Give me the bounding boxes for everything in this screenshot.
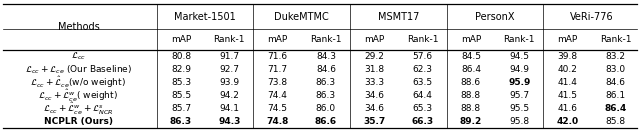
Text: 85.7: 85.7 (171, 104, 191, 113)
Text: $\mathcal{L}_{cc} + \hat{\mathcal{L}}_{ce}^{w} + \mathcal{L}_{NCR}^{s}$: $\mathcal{L}_{cc} + \hat{\mathcal{L}}_{c… (43, 101, 114, 117)
Text: 73.8: 73.8 (268, 78, 287, 87)
Text: mAP: mAP (364, 35, 385, 44)
Text: 86.4: 86.4 (461, 65, 481, 74)
Text: 83.2: 83.2 (606, 52, 626, 61)
Text: 94.3: 94.3 (218, 117, 241, 126)
Text: mAP: mAP (268, 35, 288, 44)
Text: 66.3: 66.3 (412, 117, 434, 126)
Text: 41.5: 41.5 (557, 91, 577, 100)
Text: 82.9: 82.9 (171, 65, 191, 74)
Text: 41.6: 41.6 (557, 104, 577, 113)
Text: 74.8: 74.8 (266, 117, 289, 126)
Text: 94.9: 94.9 (509, 65, 529, 74)
Text: mAP: mAP (557, 35, 578, 44)
Text: 64.4: 64.4 (413, 91, 433, 100)
Text: 85.3: 85.3 (171, 78, 191, 87)
Text: 85.8: 85.8 (606, 117, 626, 126)
Text: 93.9: 93.9 (220, 78, 239, 87)
Text: 84.3: 84.3 (316, 52, 336, 61)
Text: DukeMTMC: DukeMTMC (275, 12, 329, 22)
Text: 91.7: 91.7 (220, 52, 239, 61)
Text: 71.7: 71.7 (268, 65, 287, 74)
Text: 94.2: 94.2 (220, 91, 239, 100)
Text: 88.6: 88.6 (461, 78, 481, 87)
Text: 39.8: 39.8 (557, 52, 577, 61)
Text: 63.5: 63.5 (413, 78, 433, 87)
Text: 33.3: 33.3 (364, 78, 384, 87)
Text: 41.4: 41.4 (557, 78, 577, 87)
Text: Rank-1: Rank-1 (600, 35, 632, 44)
Text: 86.4: 86.4 (605, 104, 627, 113)
Text: 88.8: 88.8 (461, 91, 481, 100)
Text: 86.3: 86.3 (170, 117, 192, 126)
Text: 94.1: 94.1 (220, 104, 239, 113)
Text: 86.1: 86.1 (606, 91, 626, 100)
Text: 95.7: 95.7 (509, 91, 529, 100)
Text: NCPLR (Ours): NCPLR (Ours) (44, 117, 113, 126)
Text: 74.4: 74.4 (268, 91, 287, 100)
Text: 84.6: 84.6 (316, 65, 336, 74)
Text: $\mathcal{L}_{cc} + \hat{\mathcal{L}}_{ce}$(w/o weight): $\mathcal{L}_{cc} + \hat{\mathcal{L}}_{c… (31, 75, 126, 90)
Text: 57.6: 57.6 (413, 52, 433, 61)
Text: 88.8: 88.8 (461, 104, 481, 113)
Text: 95.8: 95.8 (509, 117, 529, 126)
Text: 74.5: 74.5 (268, 104, 287, 113)
Text: 65.3: 65.3 (413, 104, 433, 113)
Text: 31.8: 31.8 (364, 65, 384, 74)
Text: Rank-1: Rank-1 (504, 35, 535, 44)
Text: mAP: mAP (171, 35, 191, 44)
Text: 94.5: 94.5 (509, 52, 529, 61)
Text: $\mathcal{L}_{cc} + \mathcal{L}_{ce}$ (Our Baseline): $\mathcal{L}_{cc} + \mathcal{L}_{ce}$ (O… (25, 63, 132, 76)
Text: 86.0: 86.0 (316, 104, 336, 113)
Text: $\mathcal{L}_{cc}$: $\mathcal{L}_{cc}$ (71, 51, 86, 62)
Text: 86.6: 86.6 (315, 117, 337, 126)
Text: Rank-1: Rank-1 (310, 35, 342, 44)
Text: 35.7: 35.7 (363, 117, 385, 126)
Text: 95.9: 95.9 (508, 78, 531, 87)
Text: 34.6: 34.6 (364, 91, 384, 100)
Text: 89.2: 89.2 (460, 117, 482, 126)
Text: 84.5: 84.5 (461, 52, 481, 61)
Text: 42.0: 42.0 (556, 117, 579, 126)
Text: Methods: Methods (58, 22, 99, 32)
Text: 62.3: 62.3 (413, 65, 433, 74)
Text: 71.6: 71.6 (268, 52, 287, 61)
Text: PersonX: PersonX (476, 12, 515, 22)
Text: 86.3: 86.3 (316, 78, 336, 87)
Text: 85.5: 85.5 (171, 91, 191, 100)
Text: VeRi-776: VeRi-776 (570, 12, 614, 22)
Text: Rank-1: Rank-1 (214, 35, 245, 44)
Text: $\mathcal{L}_{cc} + \hat{\mathcal{L}}_{ce}^{w}$( weight): $\mathcal{L}_{cc} + \hat{\mathcal{L}}_{c… (38, 88, 118, 104)
Text: 84.6: 84.6 (606, 78, 626, 87)
Text: 40.2: 40.2 (557, 65, 577, 74)
Text: 95.5: 95.5 (509, 104, 529, 113)
Text: 34.6: 34.6 (364, 104, 384, 113)
Text: MSMT17: MSMT17 (378, 12, 419, 22)
Text: 83.0: 83.0 (606, 65, 626, 74)
Text: 80.8: 80.8 (171, 52, 191, 61)
Text: 86.3: 86.3 (316, 91, 336, 100)
Text: 29.2: 29.2 (364, 52, 384, 61)
Text: Rank-1: Rank-1 (407, 35, 438, 44)
Text: 92.7: 92.7 (220, 65, 239, 74)
Text: mAP: mAP (461, 35, 481, 44)
Text: Market-1501: Market-1501 (174, 12, 236, 22)
